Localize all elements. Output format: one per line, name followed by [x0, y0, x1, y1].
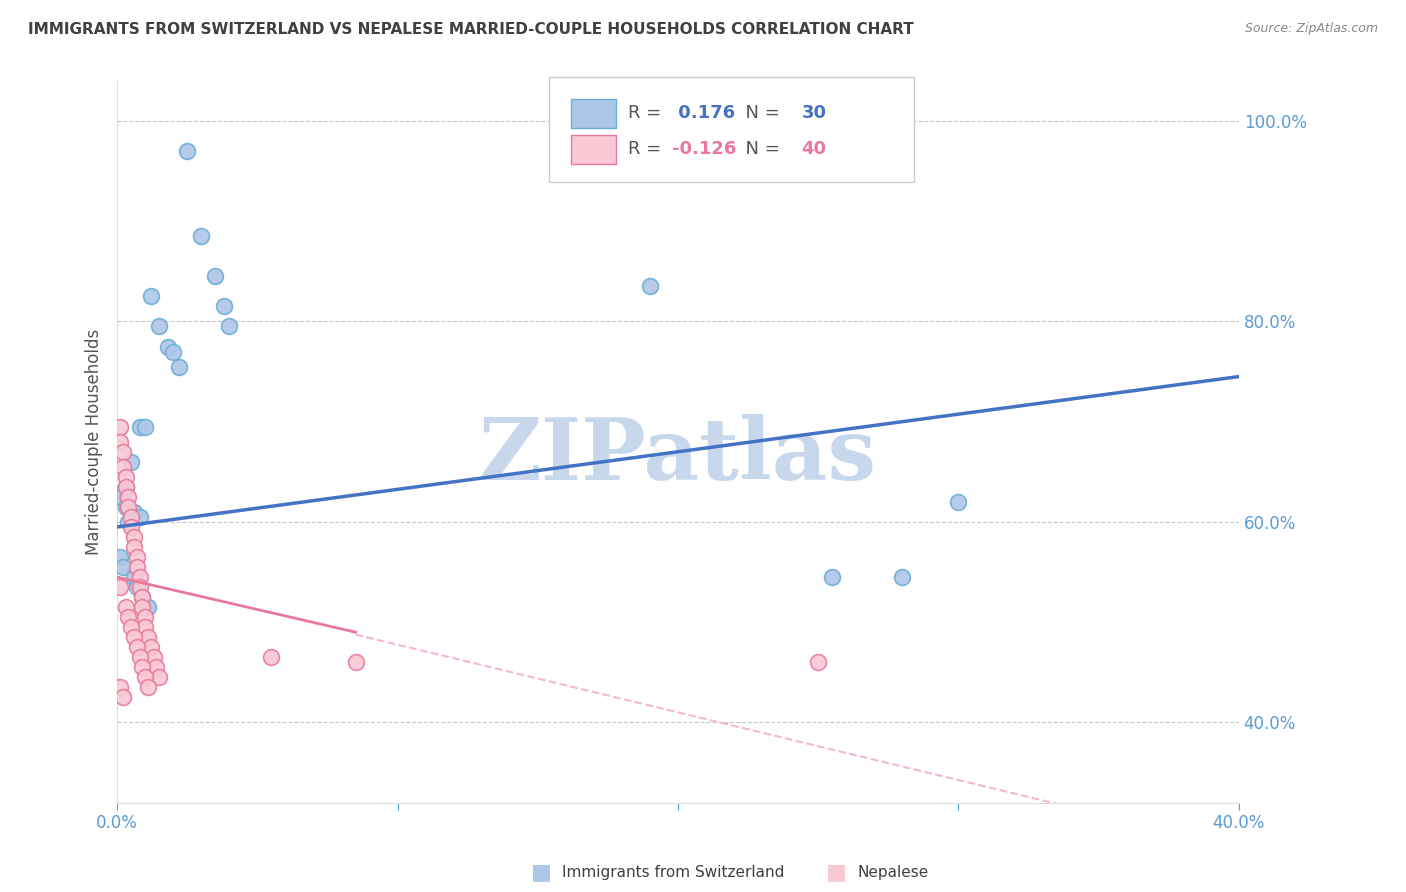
- Point: [125, 549, 148, 564]
- Point: [122, 540, 145, 554]
- Point: [111, 484, 134, 499]
- Point: [120, 509, 142, 524]
- Point: [167, 359, 190, 374]
- Point: [108, 434, 131, 449]
- Point: [131, 590, 153, 604]
- Point: [821, 570, 844, 584]
- Point: [156, 339, 179, 353]
- Point: [111, 560, 134, 574]
- Point: [117, 500, 139, 514]
- Text: IMMIGRANTS FROM SWITZERLAND VS NEPALESE MARRIED-COUPLE HOUSEHOLDS CORRELATION CH: IMMIGRANTS FROM SWITZERLAND VS NEPALESE …: [28, 22, 914, 37]
- Point: [122, 530, 145, 544]
- Point: [148, 670, 170, 684]
- Point: [125, 560, 148, 574]
- Point: [162, 344, 184, 359]
- Text: 40: 40: [801, 140, 827, 159]
- Text: R =: R =: [627, 104, 666, 122]
- Point: [145, 660, 167, 674]
- Point: [128, 509, 150, 524]
- Point: [128, 580, 150, 594]
- Point: [260, 650, 283, 665]
- Point: [136, 681, 159, 695]
- Text: 30: 30: [801, 104, 827, 122]
- Point: [136, 630, 159, 644]
- Y-axis label: Married-couple Households: Married-couple Households: [86, 328, 103, 555]
- Point: [108, 681, 131, 695]
- Point: [120, 520, 142, 534]
- Text: Immigrants from Switzerland: Immigrants from Switzerland: [562, 865, 785, 880]
- Text: ■: ■: [531, 863, 551, 882]
- Point: [117, 610, 139, 624]
- Text: N =: N =: [734, 140, 786, 159]
- Point: [111, 459, 134, 474]
- Point: [114, 500, 136, 514]
- Point: [176, 144, 198, 158]
- Point: [128, 419, 150, 434]
- Point: [190, 229, 212, 244]
- Point: [344, 655, 367, 669]
- Point: [134, 670, 156, 684]
- Point: [204, 269, 226, 284]
- Point: [128, 650, 150, 665]
- Point: [948, 495, 970, 509]
- Point: [807, 655, 830, 669]
- Point: [114, 470, 136, 484]
- Text: R =: R =: [627, 140, 666, 159]
- Point: [122, 630, 145, 644]
- Point: [134, 610, 156, 624]
- Point: [136, 600, 159, 615]
- Point: [212, 300, 235, 314]
- FancyBboxPatch shape: [548, 78, 914, 182]
- Point: [111, 690, 134, 705]
- Text: N =: N =: [734, 104, 786, 122]
- Point: [125, 640, 148, 655]
- FancyBboxPatch shape: [571, 99, 616, 128]
- Point: [114, 480, 136, 494]
- Text: -0.126: -0.126: [672, 140, 737, 159]
- Text: 0.176: 0.176: [672, 104, 735, 122]
- Text: ■: ■: [827, 863, 846, 882]
- Point: [117, 490, 139, 504]
- Point: [108, 549, 131, 564]
- Point: [139, 289, 162, 303]
- Point: [114, 480, 136, 494]
- Point: [139, 640, 162, 655]
- Point: [108, 419, 131, 434]
- Point: [134, 419, 156, 434]
- Point: [218, 319, 240, 334]
- Point: [111, 444, 134, 458]
- Point: [128, 570, 150, 584]
- Text: Nepalese: Nepalese: [858, 865, 929, 880]
- Point: [120, 620, 142, 634]
- Point: [131, 600, 153, 615]
- Point: [114, 600, 136, 615]
- Point: [148, 319, 170, 334]
- Point: [891, 570, 914, 584]
- Point: [125, 580, 148, 594]
- FancyBboxPatch shape: [571, 135, 616, 164]
- Point: [122, 570, 145, 584]
- Point: [638, 279, 661, 293]
- Point: [117, 515, 139, 529]
- Text: ZIPatlas: ZIPatlas: [479, 414, 877, 498]
- Text: Source: ZipAtlas.com: Source: ZipAtlas.com: [1244, 22, 1378, 36]
- Point: [134, 620, 156, 634]
- Point: [120, 455, 142, 469]
- Point: [122, 505, 145, 519]
- Point: [131, 590, 153, 604]
- Point: [108, 490, 131, 504]
- Point: [131, 660, 153, 674]
- Point: [142, 650, 165, 665]
- Point: [108, 580, 131, 594]
